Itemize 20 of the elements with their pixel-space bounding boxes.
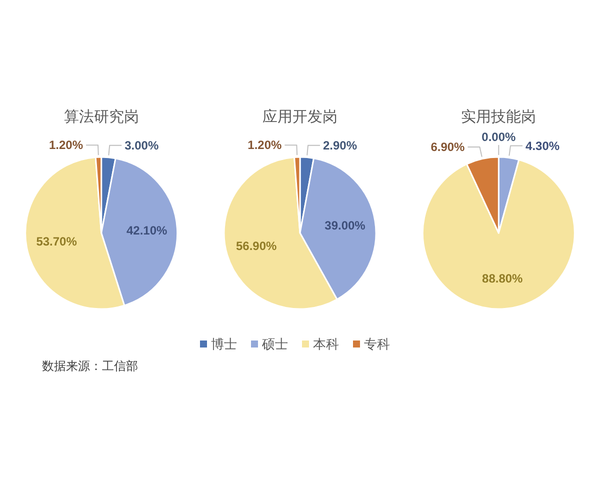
data-label: 0.00%	[482, 130, 516, 144]
legend-label: 专科	[364, 336, 390, 352]
chart-title: 应用开发岗	[262, 108, 338, 126]
data-label: 39.00%	[324, 218, 366, 233]
source-note: 数据来源：工信部	[42, 359, 138, 373]
chart-title: 实用技能岗	[461, 108, 536, 126]
legend-label: 本科	[313, 336, 339, 352]
chart-title: 算法研究岗	[64, 108, 139, 126]
data-label: 6.90%	[430, 140, 465, 154]
data-label: 42.10%	[126, 223, 168, 238]
data-label: 4.30%	[526, 138, 560, 153]
data-label: 3.00%	[124, 138, 159, 152]
data-label: 1.20%	[48, 138, 84, 152]
data-label: 88.80%	[482, 271, 523, 286]
data-label: 2.90%	[323, 138, 358, 152]
legend-label: 博士	[211, 336, 237, 352]
data-label: 53.70%	[36, 234, 77, 249]
data-label: 56.90%	[236, 239, 277, 254]
legend-label: 硕士	[262, 336, 288, 352]
data-label: 1.20%	[248, 138, 282, 152]
